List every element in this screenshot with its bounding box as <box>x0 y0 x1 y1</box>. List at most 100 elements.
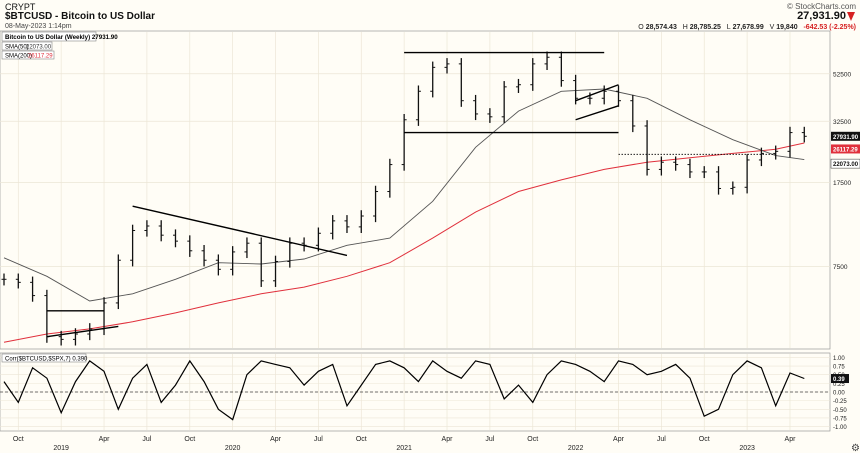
price-bar <box>115 254 121 310</box>
price-bar <box>673 156 679 171</box>
corr-tag-box <box>831 374 849 384</box>
x-tick-label: 2019 <box>53 445 69 452</box>
price-bar <box>158 220 164 242</box>
corr-tick-label: 1.00 <box>833 356 845 362</box>
corr-line <box>3 359 805 421</box>
price-bar <box>758 147 764 167</box>
volume-label: V <box>769 24 775 31</box>
price-bar <box>473 94 479 121</box>
brand-label: © StockCharts.com <box>786 2 856 11</box>
axis-tag-box <box>831 131 860 141</box>
trendline <box>575 105 619 121</box>
price-bar <box>458 58 464 107</box>
axis-tag-label: 27931.90 <box>833 135 859 141</box>
corr-value-tag: 0.39 <box>831 374 849 384</box>
price-bar <box>444 58 450 74</box>
price-bar <box>787 126 793 158</box>
sma50-line <box>3 88 805 302</box>
price-bar <box>401 113 407 171</box>
price-bar <box>315 227 321 252</box>
price-bar <box>273 255 279 287</box>
price-bar <box>487 108 493 123</box>
price-bar <box>58 330 64 346</box>
x-tick-label: Apr <box>613 436 625 443</box>
price-bar <box>587 92 593 105</box>
axis-value-tag: 22073.00 <box>830 158 860 169</box>
corr-series-title: Corr($BTCUSD,$SPX,7) 0.390 <box>5 357 88 363</box>
volume-value: 19,840 <box>776 24 798 31</box>
price-bar <box>30 276 36 302</box>
down-arrow-icon <box>847 12 855 21</box>
x-tick-label: 2022 <box>568 445 584 452</box>
open-value: 28,574.43 <box>645 24 677 31</box>
price-bar <box>1 273 7 286</box>
corr-tick-label: 0.00 <box>833 391 845 397</box>
corr-legend-box <box>1 353 87 363</box>
price-bar <box>215 254 221 276</box>
x-tick-label: Oct <box>356 436 367 443</box>
price-bar <box>744 154 750 194</box>
price-bar <box>630 94 636 133</box>
price-bar <box>558 51 564 87</box>
x-tick-label: Oct <box>13 436 24 443</box>
x-tick-label: Apr <box>270 436 282 443</box>
axis-tag-label: 22073.00 <box>833 162 859 168</box>
sma200-legend-value: 26117.29 <box>28 54 53 60</box>
price-bar <box>87 323 93 341</box>
x-tick-label: Jul <box>485 436 494 443</box>
price-bar <box>687 158 693 179</box>
main-legend-box <box>1 31 97 42</box>
axis-tag-label: 26117.29 <box>833 147 858 153</box>
price-bar <box>230 246 236 276</box>
high-label: H <box>682 24 688 31</box>
price-bar <box>501 81 507 123</box>
price-bar <box>172 229 178 248</box>
change-value: -642.53 (-2.25%) <box>803 24 856 31</box>
sma50-legend-value: 22073.00 <box>26 45 52 51</box>
price-bar <box>515 78 521 93</box>
price-bar <box>701 166 707 179</box>
price-bar <box>344 215 350 234</box>
trendline <box>132 205 348 257</box>
price-bar <box>15 273 21 289</box>
price-bar <box>415 85 421 126</box>
price-bar <box>544 51 550 71</box>
x-tick-label: Apr <box>442 436 454 443</box>
price-bar <box>72 328 78 346</box>
corr-tick-label: -0.75 <box>833 416 847 422</box>
trendline <box>575 84 619 102</box>
corr-tick-label: -0.25 <box>833 399 847 405</box>
corr-tick-label: 0.75 <box>833 365 845 371</box>
price-bar <box>387 158 393 198</box>
price-bar <box>801 126 807 143</box>
sma200-legend-box <box>1 50 55 60</box>
x-tick-label: Oct <box>184 436 195 443</box>
x-tick-label: Apr <box>785 436 797 443</box>
price-bar <box>430 61 436 98</box>
y-tick-label: 52500 <box>833 71 851 78</box>
price-bar <box>130 224 136 267</box>
low-label: L <box>726 24 731 31</box>
price-bar <box>530 58 536 91</box>
sma200-line <box>3 142 805 343</box>
main-panel-frame <box>0 30 831 350</box>
price-bar <box>730 181 736 195</box>
axis-value-tag: 27931.90 <box>831 131 860 141</box>
price-bar <box>373 185 379 223</box>
symbol-title: $BTCUSD - Bitcoin to US Dollar <box>5 11 156 22</box>
x-tick-label: Oct <box>699 436 710 443</box>
axis-value-tag: 26117.29 <box>831 144 860 154</box>
price-bar <box>616 85 622 107</box>
price-bar <box>573 74 579 105</box>
price-bar <box>330 215 336 240</box>
x-tick-label: 2021 <box>396 445 412 452</box>
axis-tag-box <box>831 144 860 154</box>
sma200-legend-label: SMA(200) <box>5 54 32 60</box>
y-tick-label: 7500 <box>833 264 848 271</box>
low-value: 27,678.99 <box>732 24 764 31</box>
open-label: O <box>638 24 644 31</box>
x-tick-label: Oct <box>527 436 538 443</box>
exchange-label: CRYPT <box>5 2 36 12</box>
